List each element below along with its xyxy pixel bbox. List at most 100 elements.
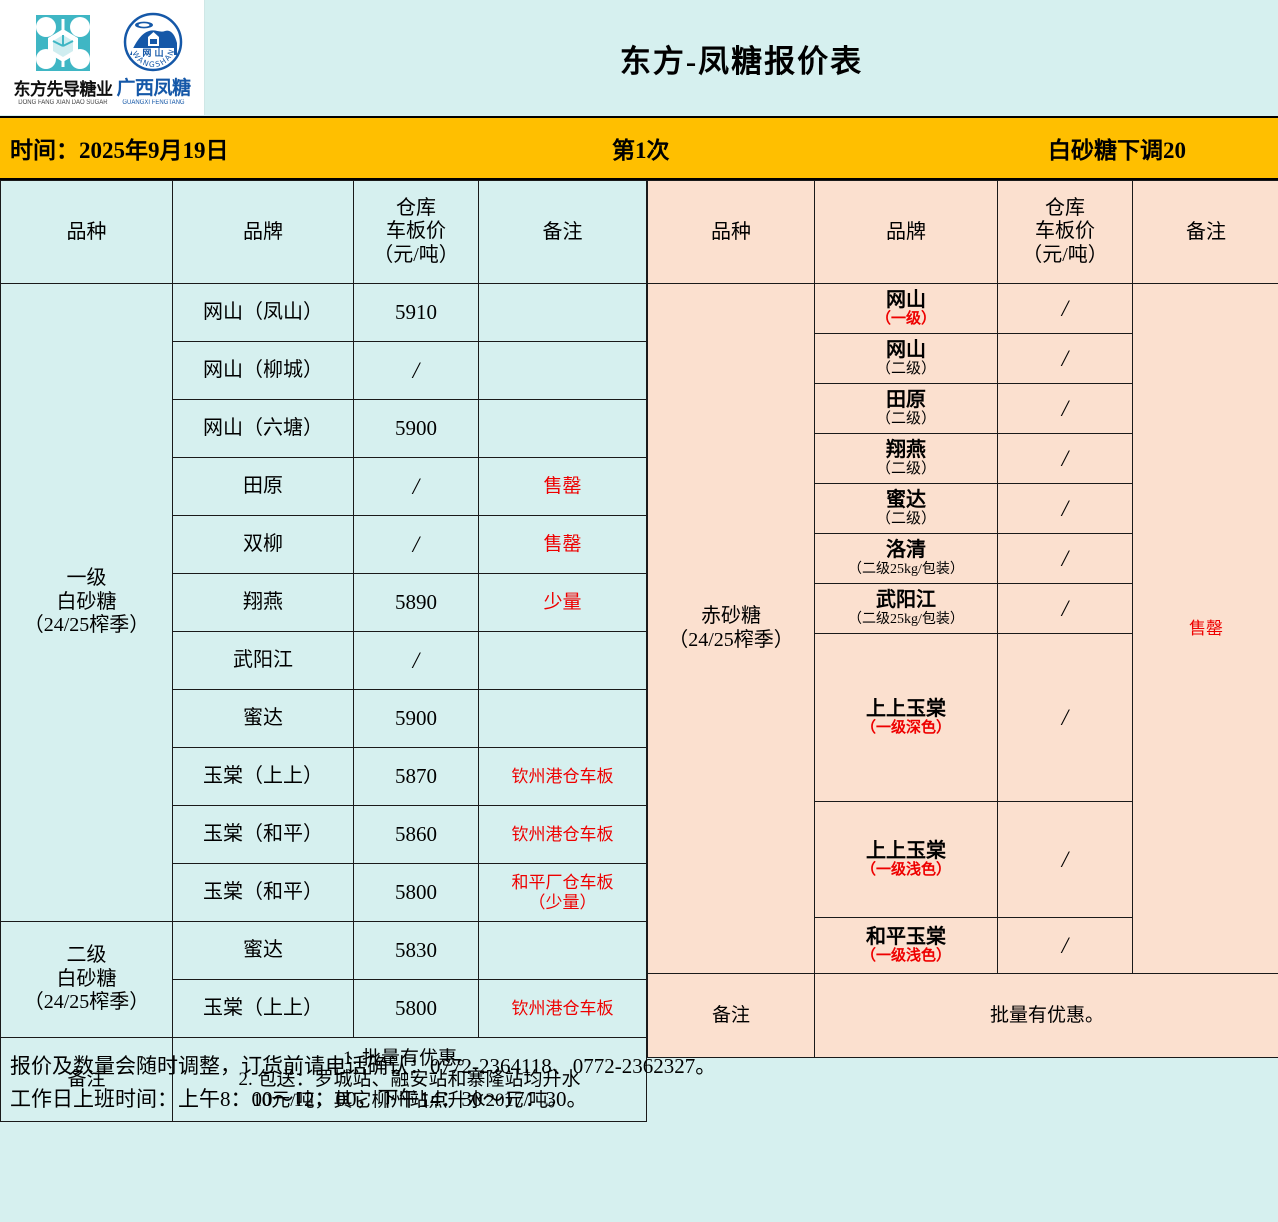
price-header-line3: （元/吨）	[373, 243, 459, 266]
fengtang-logo-en: GUANGXI FENGTANG	[122, 99, 185, 107]
banner-round-count: 第1次	[612, 138, 670, 163]
header-band: 东方先导糖业 DONG FANG XIAN DAO SUGAR 网 山	[0, 0, 1278, 118]
variety-line2: 白砂糖	[56, 590, 117, 613]
left-footer-note-line3: 10元/吨，其它柳州站点升水20元/吨。	[252, 1090, 567, 1112]
brand-name: 蜜达	[886, 488, 926, 511]
price-cell: 5910	[353, 283, 479, 342]
footer-line-hours: 工作日上班时间：上午8：00～12：00，下午14：30～17：30。	[10, 1086, 588, 1111]
col-header-price: 仓库 车板价 （元/吨）	[353, 180, 479, 284]
price-cell: /	[353, 341, 479, 400]
brand-cell: 网山（凤山）	[172, 283, 354, 342]
table-row: 田原 （二级） /	[648, 383, 1278, 434]
table-row: 田原 / 售罄	[1, 457, 647, 516]
price-cell: /	[997, 383, 1133, 434]
remark-cell: 钦州港仓车板	[478, 979, 647, 1038]
price-cell: 5860	[353, 805, 479, 864]
brand-name: 武阳江	[876, 589, 936, 612]
brand-grade: （二级）	[875, 511, 936, 528]
brand-cell: 玉棠（和平）	[172, 805, 354, 864]
brand-cell: 和平玉棠 （一级浅色）	[814, 917, 998, 974]
brand-cell: 翔燕 （二级）	[814, 433, 998, 484]
title-wrap: 东方-凤糖报价表	[205, 0, 1278, 116]
table-row: 武阳江 /	[1, 631, 647, 690]
remark-cell	[478, 399, 647, 458]
logo-box: 东方先导糖业 DONG FANG XIAN DAO SUGAR 网 山	[0, 0, 205, 115]
info-banner: 时间：2025年9月19日 第1次 白砂糖下调20	[0, 118, 1278, 180]
price-header-line2: 车板价	[1035, 220, 1095, 243]
svg-text:网 山: 网 山	[143, 47, 164, 59]
brand-cell: 玉棠（上上）	[172, 979, 354, 1038]
table-row: 一级 白砂糖 （24/25榨季） 网山（凤山） 5910	[0, 283, 647, 922]
table-row: 翔燕 （二级） /	[648, 433, 1278, 484]
page-title: 东方-凤糖报价表	[619, 43, 864, 79]
remark-cell: 售罄	[478, 515, 647, 574]
price-cell: 5800	[353, 979, 479, 1038]
variety-line2: 白砂糖	[56, 967, 117, 990]
banner-price-change: 白砂糖下调20	[1048, 138, 1186, 163]
table-row: 网山（柳城） /	[1, 341, 647, 400]
remark-cell: 钦州港仓车板	[478, 747, 647, 806]
price-cell: /	[997, 283, 1133, 334]
col-header-brand: 品牌	[172, 180, 354, 284]
price-cell: 5870	[353, 747, 479, 806]
brand-grade: （一级浅色）	[860, 862, 951, 879]
remark-cell: 钦州港仓车板	[478, 805, 647, 864]
dongfang-xiandao-sugar-logo: 东方先导糖业 DONG FANG XIAN DAO SUGAR	[13, 13, 113, 106]
brand-name: 翔燕	[886, 438, 926, 461]
table-header-row: 品种 品牌 仓库 车板价 （元/吨） 备注	[0, 180, 647, 284]
brand-cell: 洛清 （二级25kg/包装）	[814, 533, 998, 584]
brand-grade: （一级浅色）	[860, 948, 951, 965]
brand-cell: 玉棠（上上）	[172, 747, 354, 806]
remark-cell	[478, 341, 647, 400]
variety-cell-grade1: 一级 白砂糖 （24/25榨季）	[0, 283, 173, 922]
variety-cell-grade2: 二级 白砂糖 （24/25榨季）	[0, 921, 173, 1038]
remark-cell: 售罄	[478, 457, 647, 516]
wangshan-seal-icon: 网 山 WANGSHAN	[124, 12, 183, 72]
brand-name: 田原	[886, 388, 926, 411]
banner-date: 时间：2025年9月19日	[10, 138, 229, 163]
white-sugar-table: 品种 品牌 仓库 车板价 （元/吨） 备注 一级 白砂糖 （24/2	[0, 180, 647, 1122]
brand-cell: 蜜达	[172, 921, 354, 980]
price-cell: /	[353, 631, 479, 690]
table-header-row: 品种 品牌 仓库 车板价 （元/吨） 备注	[647, 180, 1278, 284]
brand-cell: 武阳江 （二级25kg/包装）	[814, 583, 998, 634]
price-cell: /	[997, 333, 1133, 384]
remark-cell	[478, 283, 647, 342]
price-header-line1: 仓库	[396, 196, 436, 219]
col-header-remark: 备注	[478, 180, 647, 284]
price-cell: /	[997, 917, 1133, 974]
table-row: 上上玉棠 （一级浅色） /	[648, 801, 1278, 918]
table-row: 玉棠（和平） 5800 和平厂仓车板 （少量）	[1, 863, 647, 922]
table-row: 蜜达 5900	[1, 689, 647, 748]
brand-cell: 蜜达	[172, 689, 354, 748]
brand-cell: 蜜达 （二级）	[814, 483, 998, 534]
brand-name: 上上玉棠	[866, 697, 946, 720]
variety-line3: （24/25榨季）	[23, 991, 150, 1014]
brand-grade: （二级）	[875, 411, 936, 428]
brand-grade: （二级）	[875, 361, 936, 378]
brand-grade: （二级25kg/包装）	[848, 561, 964, 577]
brand-cell: 网山 （二级）	[814, 333, 998, 384]
brand-cell: 田原 （二级）	[814, 383, 998, 434]
remark-cell	[478, 631, 647, 690]
table-row: 赤砂糖 （24/25榨季） 网山 （一级） / 售罄	[647, 283, 1278, 974]
brand-grade: （二级25kg/包装）	[848, 611, 964, 627]
brown-sugar-table: 品种 品牌 仓库 车板价 （元/吨） 备注 赤砂糖 （24/25榨季）	[647, 180, 1278, 1058]
brand-cell: 上上玉棠 （一级深色）	[814, 633, 998, 802]
price-cell: /	[997, 433, 1133, 484]
table-row: 二级 白砂糖 （24/25榨季） 蜜达 5830	[0, 921, 647, 1038]
price-header-line2: 车板价	[386, 220, 446, 243]
remark-cell	[478, 921, 647, 980]
right-footer-note: 批量有优惠。	[814, 973, 1278, 1058]
fengtang-logo-cn: 广西凤糖	[116, 78, 191, 99]
variety-line1: 赤砂糖	[701, 604, 761, 627]
remark-cell: 少量	[478, 573, 647, 632]
brand-cell: 双柳	[172, 515, 354, 574]
brand-name: 洛清	[886, 539, 926, 562]
brand-cell: 武阳江	[172, 631, 354, 690]
remark-cell	[478, 689, 647, 748]
price-cell: /	[997, 633, 1133, 802]
table-row: 双柳 / 售罄	[1, 515, 647, 574]
footer-line-contact: 报价及数量会随时调整，订货前请电话确认：0772-2364118、0772-23…	[10, 1054, 717, 1078]
